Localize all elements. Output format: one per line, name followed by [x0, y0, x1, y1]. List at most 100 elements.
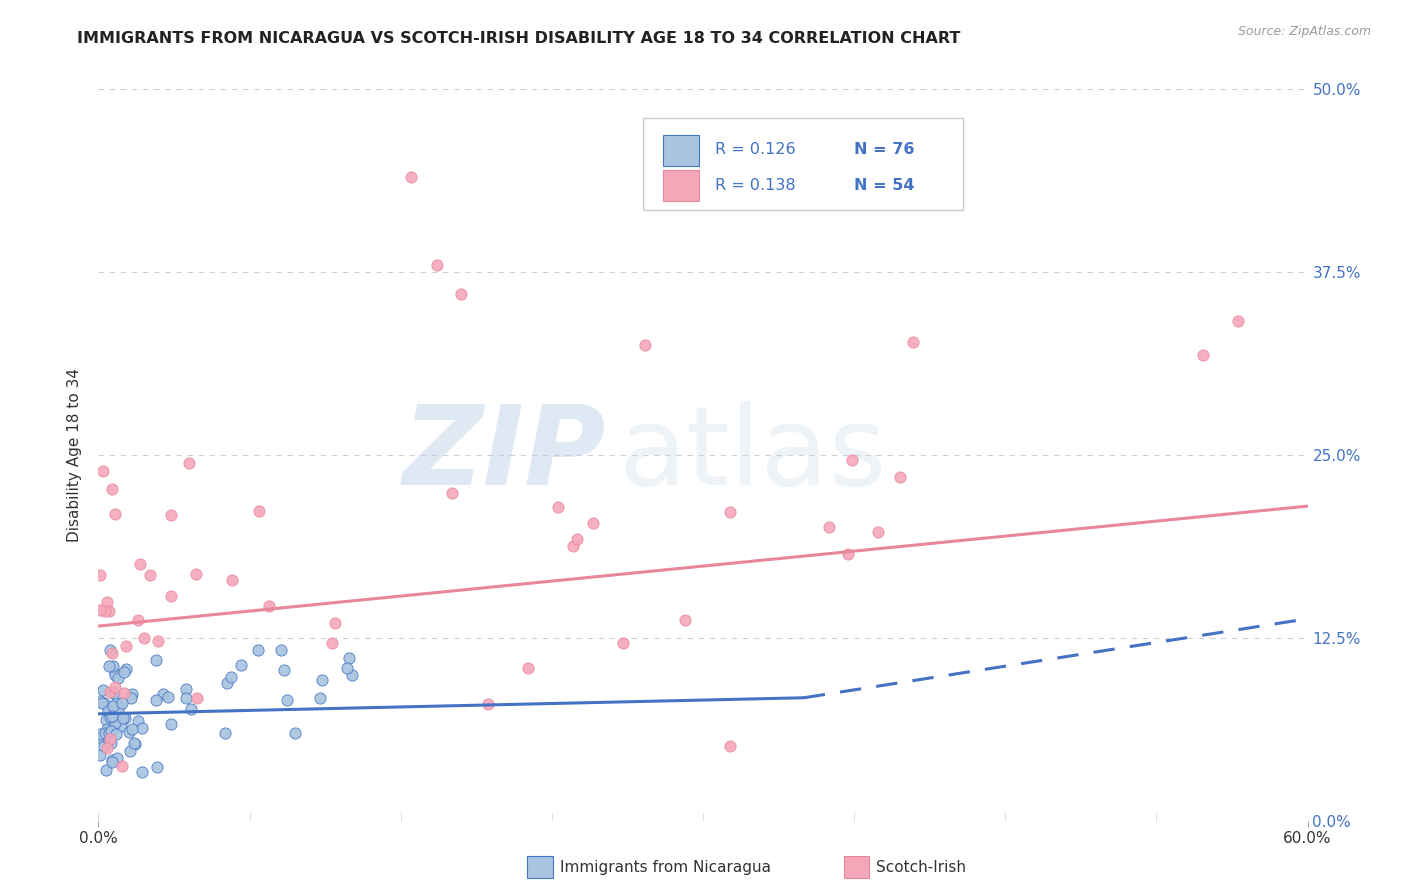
Point: [111, 696, 134, 710]
Point: [101, 753, 124, 767]
Point: [673, 613, 696, 627]
Point: [112, 665, 135, 680]
Point: [311, 673, 333, 687]
Point: [118, 744, 141, 758]
Point: [159, 589, 181, 603]
Point: [273, 663, 295, 677]
Point: [562, 540, 585, 554]
Point: [101, 698, 124, 713]
Text: Source: ZipAtlas.com: Source: ZipAtlas.com: [1237, 25, 1371, 38]
Point: [103, 716, 125, 731]
Point: [720, 739, 742, 753]
Point: [97, 659, 120, 673]
Point: [612, 636, 634, 650]
Point: [121, 687, 143, 701]
Point: [89, 747, 111, 762]
Point: [104, 715, 127, 730]
Point: [547, 500, 569, 514]
Point: [325, 615, 347, 630]
Point: [114, 711, 136, 725]
Point: [96, 763, 118, 777]
Point: [104, 667, 127, 681]
Point: [517, 661, 540, 675]
Point: [94, 605, 117, 619]
Point: [108, 700, 131, 714]
Point: [160, 717, 183, 731]
Text: N = 54: N = 54: [855, 178, 915, 193]
Point: [89, 727, 111, 741]
Point: [100, 736, 122, 750]
Point: [903, 335, 925, 350]
Point: [122, 737, 145, 751]
Point: [129, 558, 152, 572]
Point: [284, 726, 307, 740]
Point: [127, 714, 149, 729]
Point: [90, 696, 112, 710]
Point: [221, 573, 243, 587]
Text: IMMIGRANTS FROM NICARAGUA VS SCOTCH-IRISH DISABILITY AGE 18 TO 34 CORRELATION CH: IMMIGRANTS FROM NICARAGUA VS SCOTCH-IRIS…: [77, 31, 960, 46]
Point: [98, 710, 121, 724]
Point: [837, 547, 859, 561]
Point: [96, 741, 118, 756]
Point: [91, 683, 114, 698]
Point: [91, 464, 114, 478]
Point: [270, 642, 292, 657]
Point: [105, 751, 128, 765]
Point: [634, 338, 657, 352]
Point: [105, 727, 128, 741]
Point: [186, 691, 208, 706]
Point: [96, 704, 118, 718]
Text: R = 0.138: R = 0.138: [716, 178, 796, 193]
Point: [582, 516, 605, 530]
Point: [214, 726, 236, 740]
Point: [152, 687, 174, 701]
Point: [89, 731, 111, 745]
Point: [134, 632, 156, 646]
Point: [174, 691, 197, 706]
Bar: [664, 136, 699, 166]
Point: [145, 693, 167, 707]
Point: [96, 723, 118, 737]
Point: [718, 505, 741, 519]
Point: [257, 599, 280, 613]
Point: [868, 524, 890, 539]
Point: [104, 665, 127, 680]
Point: [98, 731, 121, 746]
Point: [156, 690, 179, 704]
Point: [176, 682, 198, 697]
Point: [889, 470, 911, 484]
Point: [321, 636, 343, 650]
Point: [103, 686, 125, 700]
Point: [118, 724, 141, 739]
Point: [131, 722, 153, 736]
Point: [335, 661, 357, 675]
Point: [160, 508, 183, 522]
Point: [841, 453, 863, 467]
Point: [98, 705, 121, 719]
Point: [139, 567, 162, 582]
Point: [309, 691, 332, 706]
Point: [247, 503, 270, 517]
Text: ZIP: ZIP: [402, 401, 606, 508]
Point: [101, 709, 124, 723]
Point: [1192, 348, 1215, 362]
Text: Scotch-Irish: Scotch-Irish: [876, 860, 966, 874]
Point: [100, 755, 122, 769]
Point: [120, 691, 142, 706]
Point: [93, 739, 115, 753]
Point: [104, 680, 127, 694]
Point: [121, 722, 143, 736]
Point: [399, 169, 422, 184]
Point: [98, 642, 121, 657]
Text: N = 76: N = 76: [855, 143, 915, 157]
Point: [93, 696, 115, 710]
Point: [104, 507, 127, 521]
Point: [103, 659, 125, 673]
Point: [114, 639, 136, 653]
Point: [98, 684, 121, 698]
Point: [565, 532, 588, 546]
Point: [145, 653, 167, 667]
Point: [127, 613, 149, 627]
Point: [337, 651, 360, 665]
Point: [246, 643, 269, 657]
